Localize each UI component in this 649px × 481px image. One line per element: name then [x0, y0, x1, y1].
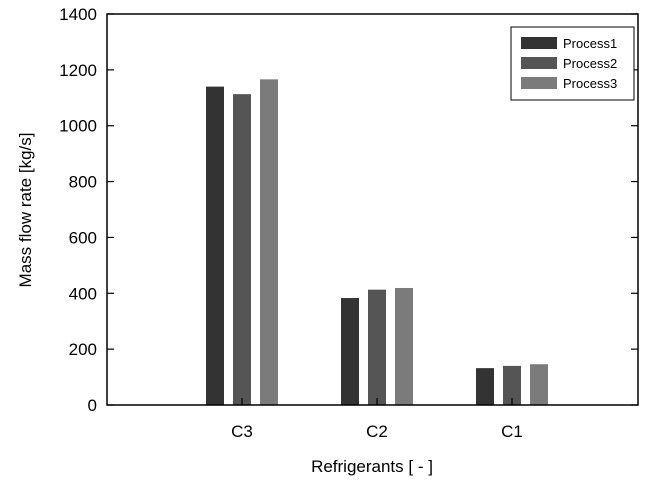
- bar-process3-c3: [260, 79, 278, 406]
- y-tick-label: 600: [69, 228, 97, 247]
- plot-frame: [106, 13, 639, 406]
- y-axis: 0 200 400 600 800 1000 1200 1400: [59, 5, 638, 415]
- bar-process1-c3: [206, 86, 224, 405]
- y-tick-label: 1400: [59, 5, 97, 24]
- bar-process2-c1: [503, 365, 521, 405]
- y-tick-label: 1200: [59, 61, 97, 80]
- y-tick-label: 400: [69, 284, 97, 303]
- legend-label: Process1: [563, 36, 617, 51]
- legend-swatch: [521, 77, 557, 89]
- legend-label: Process2: [563, 56, 617, 71]
- bar-process3-c2: [395, 287, 413, 405]
- y-tick-label: 0: [88, 396, 97, 415]
- y-tick-label: 1000: [59, 117, 97, 136]
- bar-process2-c2: [368, 289, 386, 405]
- legend-label: Process3: [563, 76, 617, 91]
- y-axis-label: Mass flow rate [kg/s]: [16, 133, 35, 288]
- bar-process1-c1: [476, 368, 494, 405]
- bar-process3-c1: [530, 364, 548, 405]
- legend-swatch: [521, 57, 557, 69]
- y-tick-label: 200: [69, 340, 97, 359]
- x-tick-label: C3: [231, 422, 253, 441]
- legend-swatch: [521, 37, 557, 49]
- bar-process1-c2: [341, 298, 359, 405]
- x-axis: C3 C2 C1: [231, 398, 523, 441]
- legend: Process1 Process2 Process3: [510, 26, 635, 101]
- y-tick-label: 800: [69, 173, 97, 192]
- x-axis-label: Refrigerants [ - ]: [311, 457, 433, 476]
- x-tick-label: C2: [366, 422, 388, 441]
- bar-process2-c3: [233, 94, 251, 405]
- bars-group: [206, 79, 548, 406]
- x-tick-label: C1: [501, 422, 523, 441]
